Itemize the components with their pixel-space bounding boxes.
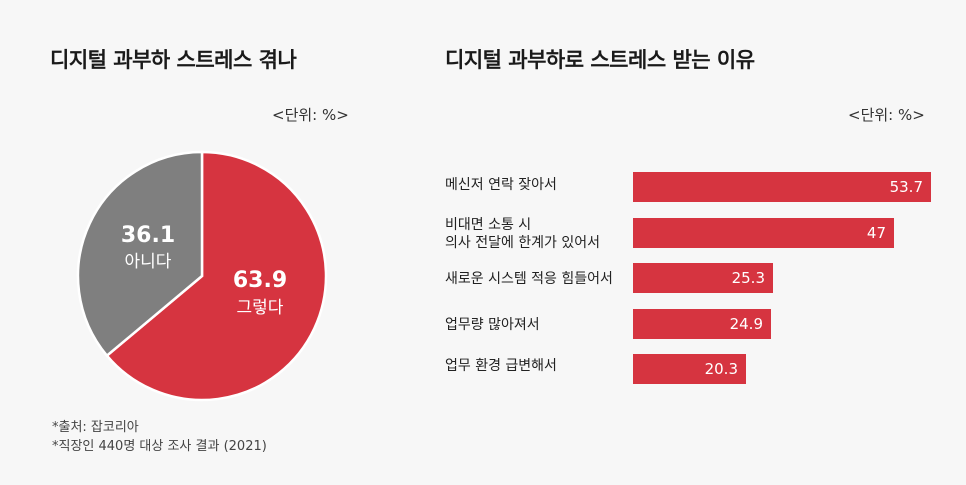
pie-slice-yes <box>105 150 328 402</box>
bar: 47 <box>633 218 894 248</box>
pie-chart-title: 디지털 과부하 스트레스 겪나 <box>50 48 297 72</box>
pie-category-label: 그렇다 <box>237 298 284 318</box>
bar-category-label: 업무량 많아져서 <box>445 317 540 333</box>
bar-unit-label: <단위: %> <box>848 106 925 124</box>
source-note: *출처: 잡코리아 <box>52 420 139 435</box>
pie-value-label: 63.9 <box>233 268 287 293</box>
pie-category-label: 아니다 <box>125 252 172 272</box>
pie-slice-no <box>76 150 204 358</box>
bar-chart-title: 디지털 과부하로 스트레스 받는 이유 <box>445 48 755 72</box>
pie-value-label: 36.1 <box>121 223 175 248</box>
pie-unit-label: <단위: %> <box>272 106 349 124</box>
bar: 20.3 <box>633 354 746 384</box>
bar-value-label: 47 <box>866 224 886 242</box>
bar-value-label: 24.9 <box>729 315 763 333</box>
bar: 25.3 <box>633 263 773 293</box>
bar-category-label: 새로운 시스템 적응 힘들어서 <box>445 271 613 287</box>
bar-category-label: 메신저 연락 잦아서 <box>445 177 557 193</box>
bar-value-label: 53.7 <box>889 178 923 196</box>
bar-value-label: 20.3 <box>704 360 738 378</box>
bar: 24.9 <box>633 309 771 339</box>
bar-value-label: 25.3 <box>731 269 765 287</box>
bar-category-label: 업무 환경 급변해서 <box>445 358 557 374</box>
bar-category-label: 비대면 소통 시 의사 전달에 한계가 있어서 <box>445 217 601 251</box>
bar: 53.7 <box>633 172 931 202</box>
survey-note: *직장인 440명 대상 조사 결과 (2021) <box>52 439 267 454</box>
